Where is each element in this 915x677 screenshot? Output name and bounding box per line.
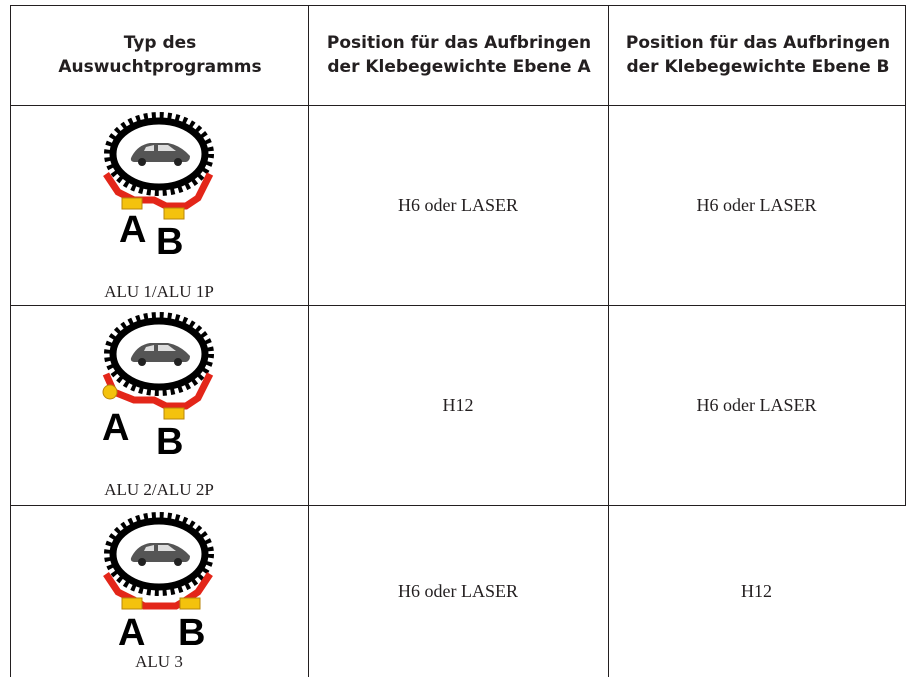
header-cell: Typ des Auswuchtprogramms: [58, 33, 262, 77]
plane-letter: B: [156, 221, 183, 263]
wheel-icon: A B: [102, 312, 224, 463]
cell: H12: [741, 580, 772, 601]
header-cell: Position für das Aufbringen der Klebegew…: [625, 33, 891, 77]
border: [10, 305, 906, 306]
wheel-icon: A B: [103, 512, 224, 652]
program-name: ALU 1/ALU 1P: [104, 282, 214, 301]
plane-letter: B: [156, 421, 183, 463]
cell: H6 oder LASER: [398, 194, 518, 215]
border: [10, 5, 11, 677]
border: [10, 105, 906, 106]
cell: H6 oder LASER: [696, 394, 817, 415]
plane-letter: A: [102, 407, 129, 449]
border: [10, 5, 906, 6]
border: [10, 505, 906, 506]
cell: H6 oder LASER: [398, 580, 518, 601]
border: [608, 5, 609, 677]
plane-letter: B: [178, 612, 205, 652]
program-name: ALU 2/ALU 2P: [104, 480, 214, 499]
cell: H12: [442, 394, 474, 415]
plane-letter: A: [119, 209, 146, 251]
program-name: ALU 3: [135, 652, 183, 671]
plane-letter: A: [118, 612, 145, 652]
border: [905, 5, 906, 505]
wheel-icon: A B: [103, 112, 224, 263]
header-cell: Position für das Aufbringen der Klebegew…: [326, 33, 592, 77]
border: [308, 5, 309, 677]
cell: H6 oder LASER: [696, 194, 817, 215]
